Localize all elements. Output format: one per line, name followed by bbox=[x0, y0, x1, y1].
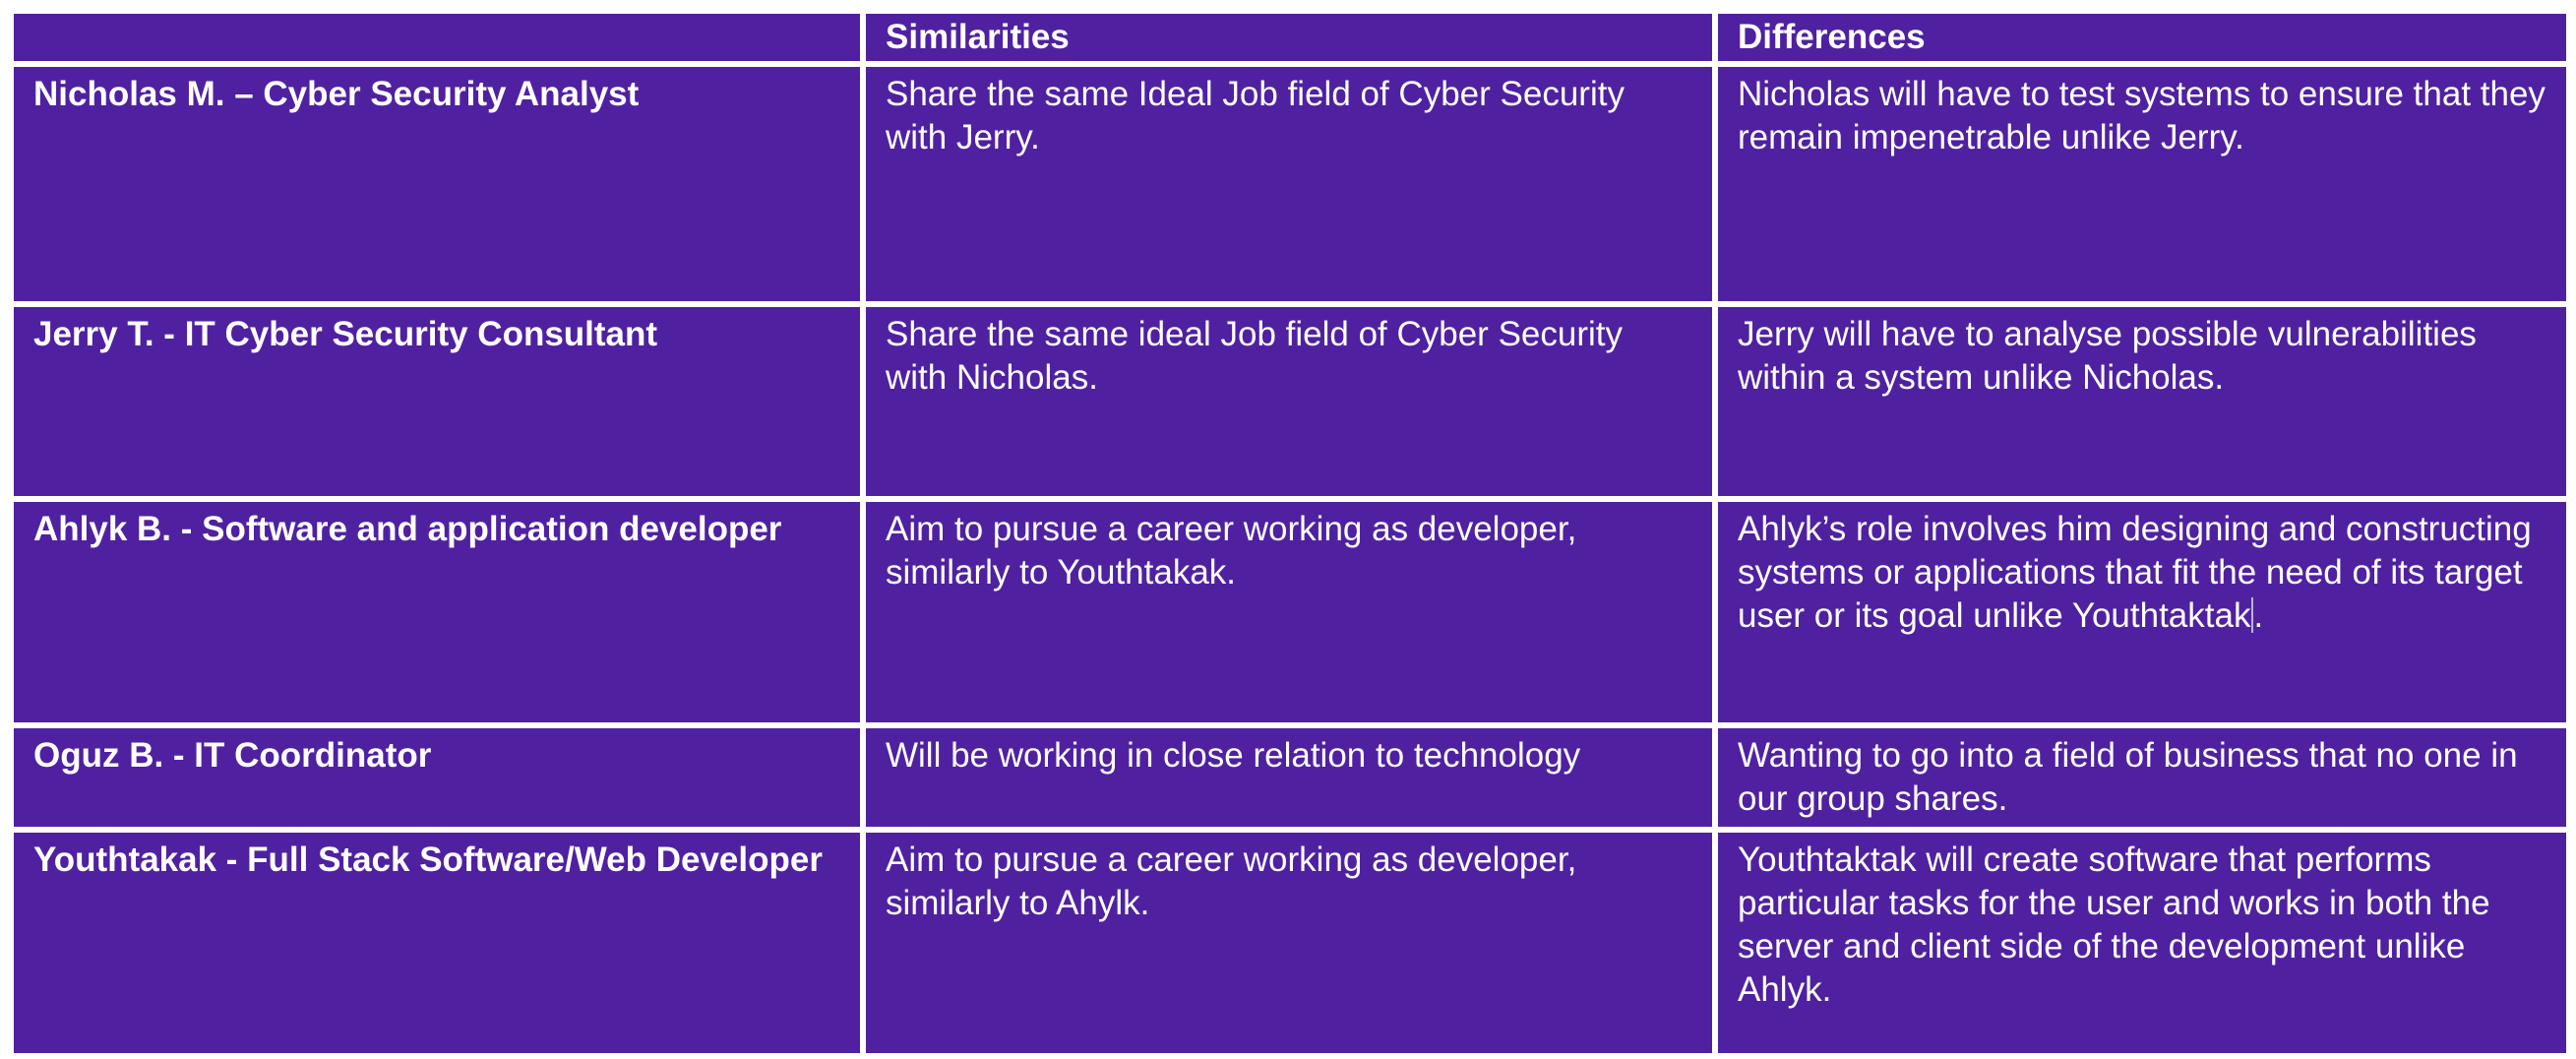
comparison-table-container: Similarities Differences Nicholas M. – C… bbox=[8, 8, 2572, 1059]
comparison-table: Similarities Differences Nicholas M. – C… bbox=[8, 8, 2572, 1059]
differences-cell[interactable]: Ahlyk’s role involves him designing and … bbox=[1712, 496, 2572, 728]
differences-cell[interactable]: Wanting to go into a field of business t… bbox=[1712, 722, 2572, 833]
table-row: Nicholas M. – Cyber Security Analyst Sha… bbox=[8, 61, 2572, 307]
person-name-cell[interactable]: Youthtakak - Full Stack Software/Web Dev… bbox=[8, 827, 866, 1059]
differences-cell[interactable]: Jerry will have to analyse possible vuln… bbox=[1712, 301, 2572, 502]
differences-text-end: . bbox=[2253, 596, 2264, 635]
similarities-cell[interactable]: Will be working in close relation to tec… bbox=[860, 722, 1718, 833]
differences-cell[interactable]: Youthtaktak will create software that pe… bbox=[1712, 827, 2572, 1059]
person-name-cell[interactable]: Oguz B. - IT Coordinator bbox=[8, 722, 866, 833]
differences-text: Ahlyk’s role involves him designing and … bbox=[1738, 510, 2532, 635]
table-row: Jerry T. - IT Cyber Security Consultant … bbox=[8, 301, 2572, 502]
header-cell-similarities[interactable]: Similarities bbox=[860, 8, 1718, 67]
table-row: Ahlyk B. - Software and application deve… bbox=[8, 496, 2572, 728]
person-name-cell[interactable]: Nicholas M. – Cyber Security Analyst bbox=[8, 61, 866, 307]
table-header-row: Similarities Differences bbox=[8, 8, 2572, 67]
header-cell-empty[interactable] bbox=[8, 8, 866, 67]
differences-cell[interactable]: Nicholas will have to test systems to en… bbox=[1712, 61, 2572, 307]
table-row: Youthtakak - Full Stack Software/Web Dev… bbox=[8, 827, 2572, 1059]
similarities-cell[interactable]: Share the same Ideal Job field of Cyber … bbox=[860, 61, 1718, 307]
similarities-cell[interactable]: Aim to pursue a career working as develo… bbox=[860, 827, 1718, 1059]
person-name-cell[interactable]: Ahlyk B. - Software and application deve… bbox=[8, 496, 866, 728]
table-row: Oguz B. - IT Coordinator Will be working… bbox=[8, 722, 2572, 833]
header-cell-differences[interactable]: Differences bbox=[1712, 8, 2572, 67]
similarities-cell[interactable]: Share the same ideal Job field of Cyber … bbox=[860, 301, 1718, 502]
person-name-cell[interactable]: Jerry T. - IT Cyber Security Consultant bbox=[8, 301, 866, 502]
similarities-cell[interactable]: Aim to pursue a career working as develo… bbox=[860, 496, 1718, 728]
text-cursor bbox=[2251, 597, 2254, 633]
